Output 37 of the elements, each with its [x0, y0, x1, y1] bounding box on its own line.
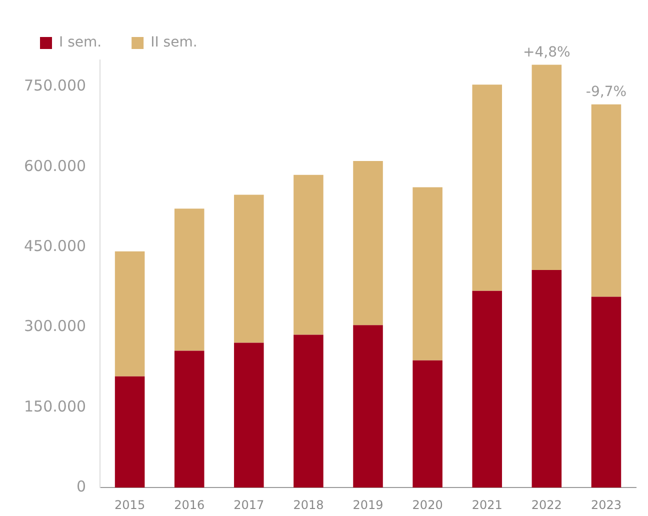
y-tick-label: 600.000	[24, 156, 86, 175]
bar	[591, 296, 622, 488]
bar	[532, 270, 562, 488]
y-tick-label: 300.000	[24, 317, 86, 336]
bar	[472, 84, 502, 291]
y-tick-label: 150.000	[24, 397, 86, 416]
x-tick-label: 2017	[234, 498, 264, 512]
bar	[472, 290, 502, 488]
bar	[174, 208, 204, 351]
bar	[294, 334, 324, 488]
x-tick-label: 2019	[352, 498, 384, 512]
bar	[353, 161, 383, 326]
bar	[294, 174, 324, 335]
annotation: -9,7%	[586, 84, 627, 100]
bar	[412, 187, 442, 360]
legend-label: I sem.	[59, 34, 102, 51]
annotation: +4,8%	[523, 44, 570, 60]
bar	[532, 64, 562, 270]
x-tick-label: 2016	[174, 498, 205, 512]
bar	[114, 251, 145, 376]
bar	[591, 104, 622, 297]
bar	[114, 376, 145, 488]
bar	[234, 342, 264, 488]
bar	[353, 325, 383, 488]
legend-label: II sem.	[150, 34, 198, 51]
y-tick-label: 750.000	[24, 76, 86, 95]
x-tick-label: 2023	[590, 498, 622, 512]
x-tick-label: 2022	[531, 498, 562, 512]
y-tick-label: 0	[76, 477, 86, 496]
x-tick-label: 2020	[412, 498, 443, 512]
x-tick-label: 2018	[293, 498, 324, 512]
x-tick-label: 2021	[472, 498, 502, 512]
y-tick-label: 450.000	[24, 236, 86, 255]
bar	[412, 360, 442, 488]
bar	[234, 194, 264, 343]
x-tick-label: 2015	[114, 498, 146, 512]
bar	[174, 350, 204, 488]
